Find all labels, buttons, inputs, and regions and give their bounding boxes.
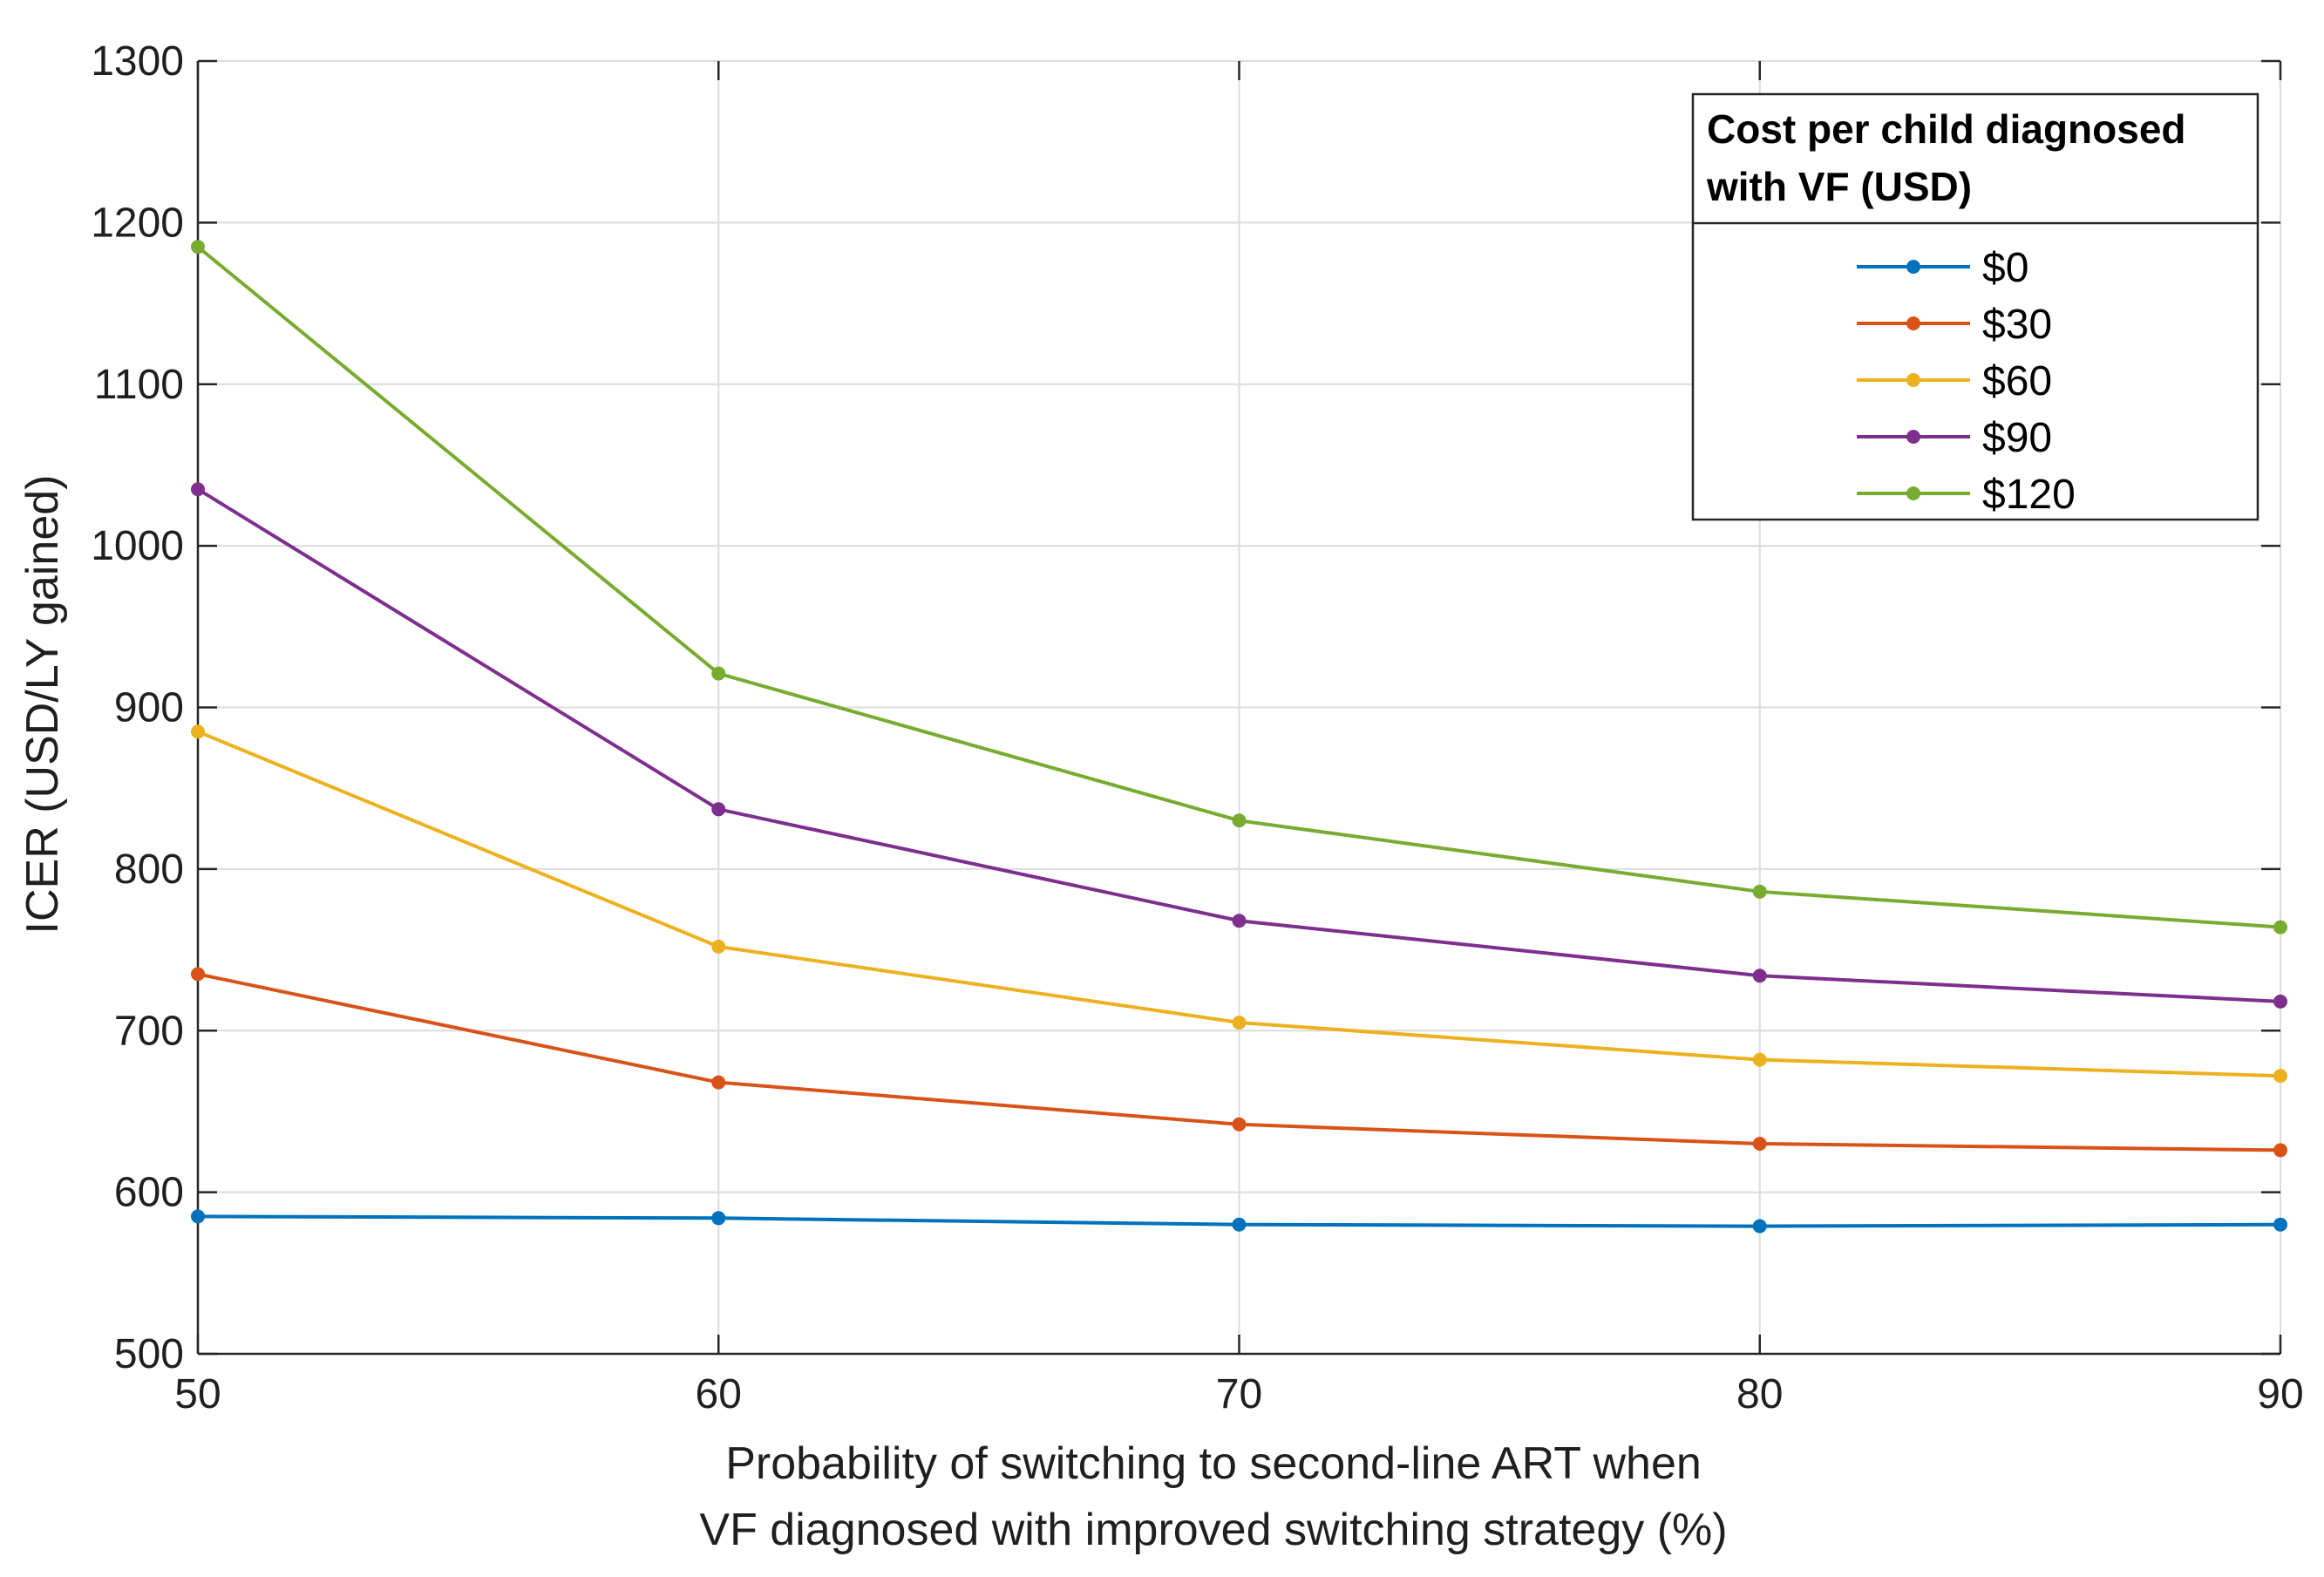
y-tick-label: 900 — [114, 685, 184, 731]
legend-swatch-marker — [1906, 316, 1920, 330]
y-tick-label: 1200 — [91, 200, 184, 246]
data-point — [1752, 1137, 1767, 1152]
legend-title-line: with VF (USD) — [1706, 164, 1972, 209]
legend: Cost per child diagnosed with VF (USD)$0 $… — [1691, 92, 2259, 521]
y-tick-label: 1300 — [91, 38, 184, 85]
data-point — [2273, 994, 2287, 1009]
x-axis-label-line-1: Probability of switching to second-line … — [725, 1438, 1702, 1489]
legend-label: $60 — [1982, 358, 2052, 404]
data-point — [1232, 1015, 1247, 1030]
legend-entry: $0 — [1857, 245, 2028, 291]
data-point — [711, 939, 726, 954]
data-point — [711, 802, 726, 817]
y-tick-label: 1000 — [91, 523, 184, 569]
series-3 — [191, 482, 2287, 1009]
data-point — [191, 724, 205, 739]
y-tick-label: 700 — [114, 1008, 184, 1054]
legend-label: $0 — [1982, 245, 2028, 291]
data-point — [1752, 1052, 1767, 1067]
data-point — [711, 1075, 726, 1090]
x-tick-label: 90 — [2257, 1371, 2303, 1417]
data-point — [2273, 1217, 2287, 1232]
legend-swatch-marker — [1906, 373, 1920, 387]
data-point — [1752, 969, 1767, 983]
data-point — [191, 967, 205, 982]
legend-label: $90 — [1982, 415, 2052, 461]
y-tick-label: 1100 — [94, 362, 184, 408]
data-point — [711, 666, 726, 681]
legend-swatch-marker — [1906, 260, 1920, 274]
series-0 — [191, 1209, 2287, 1234]
data-point — [1232, 1117, 1247, 1132]
data-point — [1232, 914, 1247, 928]
x-axis-label-line-2: VF diagnosed with improved switching str… — [699, 1505, 1727, 1555]
data-point — [2273, 1143, 2287, 1158]
series-2 — [191, 724, 2287, 1084]
data-point — [1232, 1217, 1247, 1232]
series-layer — [191, 240, 2287, 1234]
legend-title-line: Cost per child diagnosed — [1707, 106, 2186, 152]
y-tick-label: 600 — [114, 1170, 184, 1216]
x-tick-label: 80 — [1736, 1371, 1783, 1417]
legend-swatch-marker — [1906, 486, 1920, 500]
x-tick-label: 50 — [174, 1371, 221, 1417]
legend-entry: $30 — [1857, 302, 2052, 348]
legend-swatch-marker — [1906, 430, 1920, 444]
legend-entry: $120 — [1857, 472, 2076, 518]
data-point — [2273, 920, 2287, 935]
axes-layer: 50 60 70 80 90 500 600 700 800 900 1000 1100 1200 130… — [91, 38, 2303, 1417]
legend-box — [1691, 92, 2259, 521]
legend-entry: $90 — [1857, 415, 2052, 461]
legend-label: $120 — [1982, 472, 2076, 518]
data-point — [2273, 1069, 2287, 1084]
data-point — [1752, 884, 1767, 899]
series-1 — [191, 967, 2287, 1158]
legend-label: $30 — [1982, 302, 2052, 348]
x-tick-label: 70 — [1216, 1371, 1262, 1417]
data-point — [191, 240, 205, 255]
y-axis-label: ICER (USD/LY gained) — [17, 475, 68, 935]
data-point — [1752, 1219, 1767, 1234]
data-point — [711, 1211, 726, 1226]
data-point — [191, 482, 205, 497]
data-point — [1232, 813, 1247, 828]
data-point — [191, 1209, 205, 1224]
legend-entry: $60 — [1857, 358, 2052, 404]
y-tick-label: 800 — [114, 846, 184, 893]
x-tick-label: 60 — [696, 1371, 742, 1417]
series-4 — [191, 240, 2287, 935]
y-tick-label: 500 — [114, 1331, 184, 1377]
